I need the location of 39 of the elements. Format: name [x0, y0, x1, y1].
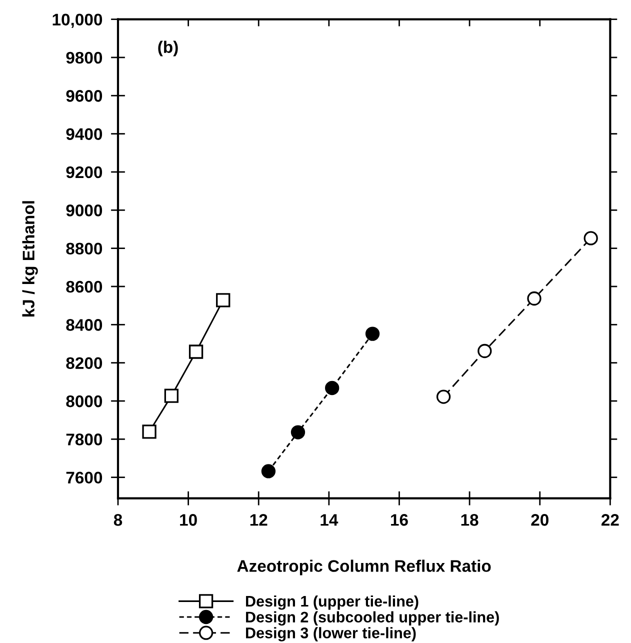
y-tick-label: 9200 [66, 166, 102, 178]
x-tick-label: 16 [391, 514, 408, 526]
point [584, 231, 598, 246]
y-tick-label: 8400 [66, 319, 102, 331]
y-tick-label: 7600 [66, 472, 102, 484]
point [478, 344, 492, 358]
x-tick-label: 18 [461, 514, 478, 526]
point [436, 390, 451, 404]
point [164, 388, 179, 403]
y-tick-label: 9400 [66, 128, 102, 140]
y-tick-label: 8000 [66, 395, 102, 408]
y-tick-label: 10,000 [52, 14, 102, 28]
point [216, 293, 230, 308]
y-tick-label: 8600 [66, 280, 102, 293]
x-tick-label: 20 [531, 514, 548, 526]
y-tick-label: 9800 [66, 52, 102, 64]
point [261, 464, 276, 478]
y-tick-label: 9600 [66, 90, 102, 102]
legend-label: Design 1 (upper tie-line) [246, 595, 418, 610]
y-tick-label: 8200 [66, 357, 102, 370]
y-tick-label: 9000 [66, 204, 102, 216]
x-tick-label: 12 [250, 514, 268, 526]
x-tick-label: 10 [180, 514, 197, 526]
y-tick-label: 8800 [66, 242, 102, 255]
y-axis-title: kJ / kg Ethanol [22, 201, 38, 316]
y-tick-label: 7800 [66, 434, 102, 446]
x-tick-label: 8 [114, 514, 122, 526]
point [142, 424, 156, 439]
point [365, 326, 380, 341]
point [188, 344, 204, 359]
point [325, 380, 340, 396]
x-tick-label: 22 [601, 514, 619, 526]
annotation: (b) [158, 40, 178, 56]
legend-label: Design 2 (subcooled upper tie-line) [246, 611, 499, 626]
legend-label: Design 3 (lower tie-line) [246, 627, 416, 642]
point [527, 291, 542, 306]
x-axis-title: Azeotropic Column Reflux Ratio [237, 560, 491, 576]
point [290, 425, 306, 440]
x-tick-label: 14 [320, 514, 338, 526]
